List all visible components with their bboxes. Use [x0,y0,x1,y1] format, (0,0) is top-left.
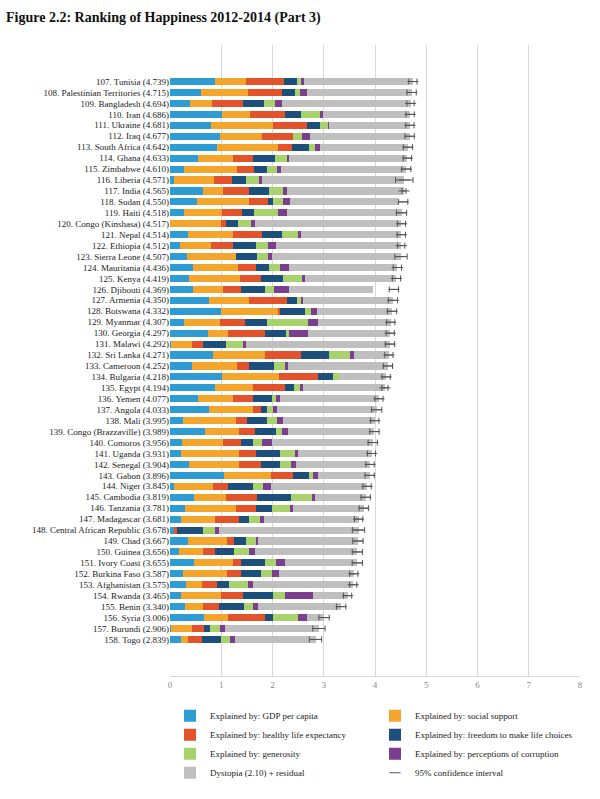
svg-text:125. Kenya (4.419): 125. Kenya (4.419) [99,274,169,284]
svg-text:2: 2 [270,680,275,690]
svg-text:107. Tunisia (4.739): 107. Tunisia (4.739) [96,77,169,87]
svg-text:145. Cambodia (3.819): 145. Cambodia (3.819) [86,492,170,502]
svg-text:118. Sudan (4.550): 118. Sudan (4.550) [100,197,169,207]
svg-text:119. Haiti (4.518): 119. Haiti (4.518) [105,208,169,218]
svg-text:115. Zimbabwe (4.610): 115. Zimbabwe (4.610) [84,164,169,174]
svg-text:7: 7 [527,680,532,690]
svg-text:146. Tanzania (3.781): 146. Tanzania (3.781) [90,503,169,513]
svg-text:95% confidence interval: 95% confidence interval [415,768,503,778]
svg-text:157. Burundi (2.906): 157. Burundi (2.906) [93,624,169,634]
svg-text:127. Armenia (4.350): 127. Armenia (4.350) [92,295,169,305]
svg-text:151. Ivory Coast (3.655): 151. Ivory Coast (3.655) [80,558,169,568]
svg-text:139. Congo (Brazzaville) (3.98: 139. Congo (Brazzaville) (3.989) [49,427,169,437]
svg-text:8: 8 [578,680,583,690]
svg-text:148. Central African Republic: 148. Central African Republic (3.678) [32,525,169,535]
svg-text:Explained by: freedom to make: Explained by: freedom to make life choic… [415,730,572,740]
svg-text:Explained by: social support: Explained by: social support [415,711,518,721]
svg-text:Dystopia (2.10) + residual: Dystopia (2.10) + residual [210,768,305,778]
svg-text:150. Guinea (3.656): 150. Guinea (3.656) [97,547,169,557]
svg-text:155. Benin (3.340): 155. Benin (3.340) [101,602,169,612]
svg-text:147. Madagascar (3.681): 147. Madagascar (3.681) [79,514,169,524]
svg-text:140. Comoros (3.956): 140. Comoros (3.956) [90,438,170,448]
svg-text:6: 6 [475,680,480,690]
svg-text:156. Syria (3.006): 156. Syria (3.006) [104,613,170,623]
svg-text:108. Palestinian Territories (: 108. Palestinian Territories (4.715) [44,88,169,98]
svg-text:Explained by: generosity: Explained by: generosity [210,749,300,759]
svg-text:137. Angola (4.033): 137. Angola (4.033) [97,405,170,415]
svg-text:158. Togo (2.839): 158. Togo (2.839) [104,635,169,645]
svg-text:Explained by: healthy life exp: Explained by: healthy life expectancy [210,730,346,740]
svg-text:5: 5 [424,680,429,690]
svg-text:154. Rwanda (3.465): 154. Rwanda (3.465) [93,591,169,601]
svg-text:123. Sierra Leone (4.507): 123. Sierra Leone (4.507) [76,252,169,262]
svg-text:131. Malawi (4.292): 131. Malawi (4.292) [95,339,169,349]
svg-text:128. Botswana (4.332): 128. Botswana (4.332) [87,306,169,316]
svg-text:0: 0 [168,680,173,690]
svg-text:Explained by: GDP per capita: Explained by: GDP per capita [210,711,318,721]
svg-text:126. Djibouti (4.369): 126. Djibouti (4.369) [93,285,170,295]
svg-text:1: 1 [219,680,224,690]
svg-text:133. Cameroon (4.252): 133. Cameroon (4.252) [85,361,169,371]
svg-text:141. Uganda (3.931): 141. Uganda (3.931) [95,449,169,459]
svg-text:129. Myanmar (4.307): 129. Myanmar (4.307) [88,317,169,327]
svg-text:111. Ukraine (4.681): 111. Ukraine (4.681) [94,120,169,130]
svg-text:117. India (4.565): 117. India (4.565) [104,186,169,196]
svg-text:114. Ghana (4.633): 114. Ghana (4.633) [99,153,169,163]
svg-text:134. Bulgaria (4.218): 134. Bulgaria (4.218) [92,372,169,382]
svg-text:Explained by: perceptions of c: Explained by: perceptions of corruption [415,749,559,759]
svg-text:110. Iran (4.686): 110. Iran (4.686) [108,110,169,120]
svg-text:144. Niger (3.845): 144. Niger (3.845) [102,481,169,491]
svg-text:4: 4 [373,680,378,690]
svg-text:122. Ethiopia (4.512): 122. Ethiopia (4.512) [92,241,169,251]
svg-text:135. Egypt (4.194): 135. Egypt (4.194) [101,383,169,393]
svg-text:130. Georgia (4.297): 130. Georgia (4.297) [94,328,169,338]
svg-text:138. Mali (3.995): 138. Mali (3.995) [106,416,170,426]
svg-text:116. Liberia (4.571): 116. Liberia (4.571) [97,175,169,185]
svg-text:132. Sri Lanka (4.271): 132. Sri Lanka (4.271) [87,350,169,360]
svg-text:120. Congo (Kinshasa) (4.517): 120. Congo (Kinshasa) (4.517) [57,219,169,229]
svg-text:109. Bangladesh (4.694): 109. Bangladesh (4.694) [81,99,169,109]
svg-text:124. Mauritania (4.436): 124. Mauritania (4.436) [83,263,169,273]
svg-text:142. Senegal (3.904): 142. Senegal (3.904) [94,460,169,470]
svg-text:143. Gabon (3.896): 143. Gabon (3.896) [99,471,170,481]
svg-text:121. Nepal (4.514): 121. Nepal (4.514) [101,230,169,240]
svg-text:152. Burkina Faso (3.587): 152. Burkina Faso (3.587) [74,569,169,579]
svg-text:149. Chad (3.667): 149. Chad (3.667) [104,536,170,546]
svg-text:Figure 2.2: Ranking of Happine: Figure 2.2: Ranking of Happiness 2012-20… [6,10,321,26]
svg-text:112. Iraq (4.677): 112. Iraq (4.677) [108,131,169,141]
svg-text:136. Yemen (4.077): 136. Yemen (4.077) [98,394,169,404]
svg-text:153. Afghanistan (3.575): 153. Afghanistan (3.575) [79,580,169,590]
svg-text:3: 3 [322,680,327,690]
svg-text:113. South Africa (4.642): 113. South Africa (4.642) [77,142,169,152]
